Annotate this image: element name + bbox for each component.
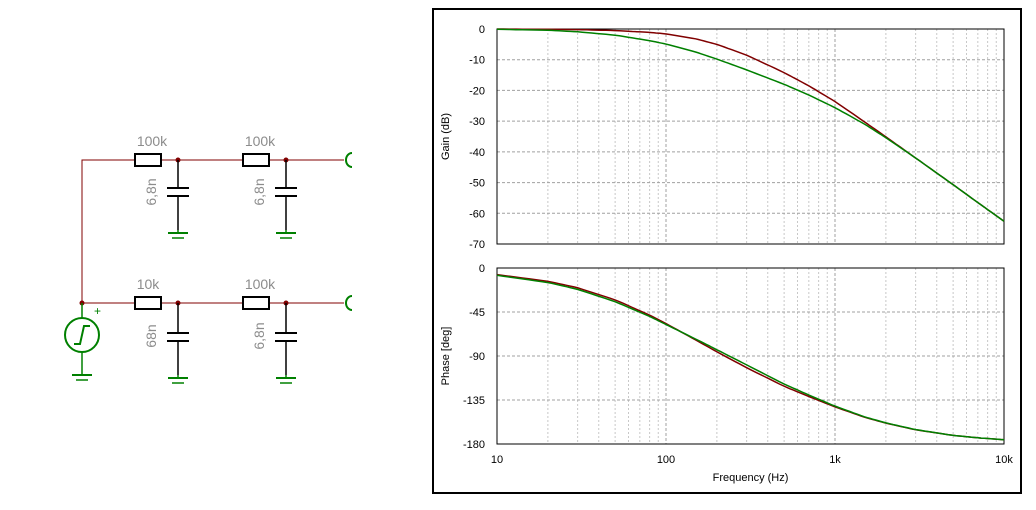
resistor-bottom-2 [242, 296, 270, 310]
y-tick-label: -45 [469, 307, 485, 319]
circuit-schematic: 100k 100k 6,8n 6,8n [64, 133, 353, 384]
x-tick-label: 10 [491, 454, 503, 466]
y-tick-label: -20 [469, 85, 485, 97]
y-tick-label: -30 [469, 116, 485, 128]
y-tick-label: 0 [479, 263, 485, 275]
ground-symbol [168, 375, 188, 384]
resistor-bottom-2-label: 100k [245, 276, 276, 292]
step-icon [74, 325, 90, 345]
x-tick-label: 1k [829, 454, 841, 466]
wires [81, 159, 344, 304]
ground-symbol [72, 374, 92, 381]
y-axis-title: Gain (dB) [440, 113, 452, 160]
capacitor-top-1 [167, 160, 189, 230]
series-line [496, 28, 1005, 222]
output-terminal-top [345, 152, 353, 168]
capacitor-top-1-label: 6,8n [143, 178, 159, 205]
ground-symbol [276, 230, 296, 239]
bode-plot-panel: 0 -10 -20 -30 -40 -50 -60 -70 Gain (dB) 0 -45 -90 -1… [432, 8, 1022, 494]
signal-source: + [64, 303, 101, 381]
y-tick-label: -60 [469, 208, 485, 220]
phase-chart: 0 -45 -90 -135 -180 10 100 1k 10k Phase [deg] Freq… [440, 263, 1013, 484]
bottom-filter: 10k 100k 68n 6,8n [79, 276, 353, 384]
series-line [497, 28, 1005, 222]
series-line [496, 274, 1005, 441]
resistor-bottom-1 [134, 296, 162, 310]
capacitor-top-2-label: 6,8n [251, 178, 267, 205]
input-wire-top [81, 159, 134, 303]
y-tick-label: -180 [463, 439, 485, 451]
y-tick-label: -10 [469, 55, 485, 67]
output-terminal-bottom [345, 295, 353, 311]
y-tick-label: -70 [469, 239, 485, 251]
capacitor-top-2 [275, 160, 297, 230]
capacitor-bottom-2 [275, 303, 297, 375]
resistor-top-2-label: 100k [245, 133, 276, 149]
y-tick-label: -90 [469, 351, 485, 363]
series-line [496, 273, 1005, 441]
y-tick-label: 0 [479, 24, 485, 36]
x-tick-label: 100 [657, 454, 675, 466]
y-axis-title: Phase [deg] [440, 327, 452, 386]
resistor-bottom-1-label: 10k [137, 276, 161, 292]
resistor-top-1-label: 100k [137, 133, 168, 149]
x-tick-label: 10k [995, 454, 1013, 466]
resistor-top-2 [242, 153, 270, 167]
y-tick-label: -40 [469, 147, 485, 159]
ground-symbol [276, 375, 296, 384]
capacitor-bottom-1 [167, 303, 189, 375]
y-tick-label: -135 [463, 395, 485, 407]
x-axis-title: Frequency (Hz) [713, 472, 789, 484]
source-polarity: + [94, 304, 101, 318]
plot-area-border [496, 28, 1005, 245]
ground-symbol [168, 230, 188, 239]
y-tick-label: -50 [469, 178, 485, 190]
bode-plot: 0 -10 -20 -30 -40 -50 -60 -70 Gain (dB) 0 -45 -90 -1… [440, 24, 1013, 484]
plot-area-border [496, 267, 1005, 445]
resistor-top-1 [134, 153, 162, 167]
capacitor-bottom-2-label: 6,8n [251, 322, 267, 349]
top-filter: 100k 100k 6,8n 6,8n [134, 133, 353, 239]
capacitor-bottom-1-label: 68n [143, 324, 159, 347]
gain-chart: 0 -10 -20 -30 -40 -50 -60 -70 Gain (dB) [440, 24, 1005, 251]
